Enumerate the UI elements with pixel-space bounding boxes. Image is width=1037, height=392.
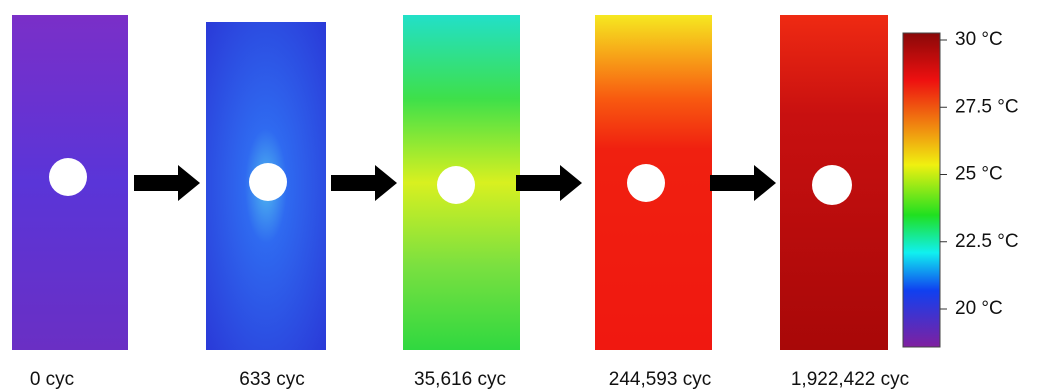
tick-label: 22.5 °C: [955, 231, 1019, 252]
tick-label: 20 °C: [955, 298, 1003, 319]
hole: [627, 164, 665, 202]
figure: 30 °C 27.5 °C 25 °C 22.5 °C 20 °C 0 cyc 633 c…: [0, 0, 1037, 392]
arrow: [134, 165, 200, 201]
panel-label: 1,922,422 cyc: [791, 369, 909, 390]
colorbar: [903, 33, 940, 347]
arrow: [331, 165, 397, 201]
colorbar-ticks: 30 °C 27.5 °C 25 °C 22.5 °C 20 °C: [940, 29, 1019, 319]
panel-label: 244,593 cyc: [609, 369, 711, 390]
tick-label: 30 °C: [955, 29, 1003, 50]
tick-label: 27.5 °C: [955, 96, 1019, 117]
hole: [812, 165, 852, 205]
hole: [249, 163, 287, 201]
arrow: [516, 165, 582, 201]
hole: [49, 158, 87, 196]
tick-label: 25 °C: [955, 164, 1003, 185]
panel-labels: 0 cyc 633 cyc 35,616 cyc 244,593 cyc 1,922,4…: [30, 369, 909, 390]
arrow: [710, 165, 776, 201]
page: 30 °C 27.5 °C 25 °C 22.5 °C 20 °C 0 cyc 633 c…: [0, 0, 1037, 392]
hole: [437, 166, 475, 204]
panel-label: 0 cyc: [30, 369, 74, 390]
panel-label: 35,616 cyc: [414, 369, 506, 390]
panel-label: 633 cyc: [239, 369, 304, 390]
